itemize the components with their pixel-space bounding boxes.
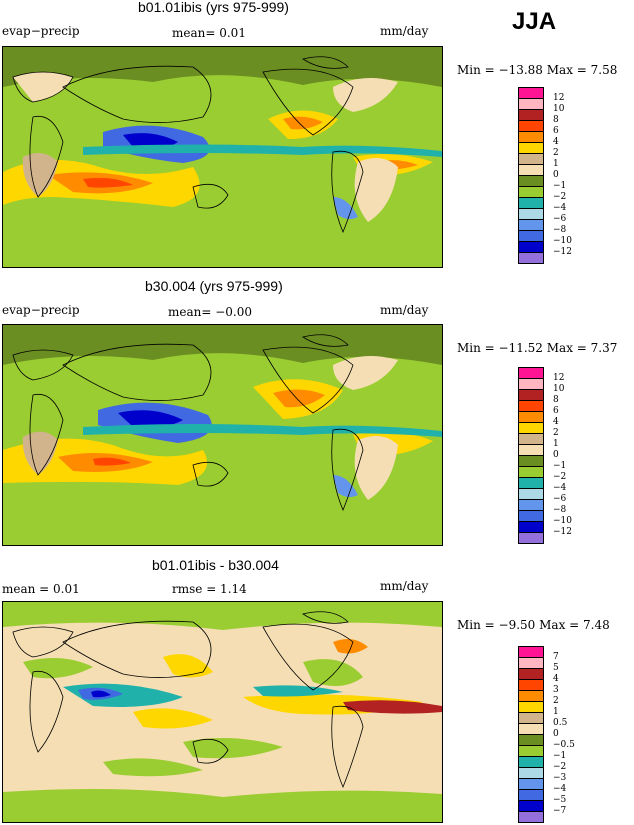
panel3-range: Min = −9.50 Max = 7.48 xyxy=(457,618,610,632)
colorbar-level-label: −8 xyxy=(553,505,567,515)
colorbar-level-label: −10 xyxy=(553,516,572,526)
colorbar-level-label: 12 xyxy=(553,373,565,383)
colorbar-level-label: 12 xyxy=(553,93,565,103)
panel3-title: b01.01ibis - b30.004 xyxy=(152,557,279,573)
colorbar-level-label: −10 xyxy=(553,236,572,246)
colorbar-level-label: 1 xyxy=(553,439,559,449)
colorbar-level-label: 2 xyxy=(553,696,559,706)
colorbar-level-label: 8 xyxy=(553,395,559,405)
colorbar-level-label: −4 xyxy=(553,483,567,493)
panel1-stat: mean= 0.01 xyxy=(172,26,246,40)
colorbar-level-label: 4 xyxy=(553,137,559,147)
colorbar-level-label: 0 xyxy=(553,170,559,180)
colorbar-level-label: 4 xyxy=(553,674,559,684)
colorbar-level-label: −8 xyxy=(553,225,567,235)
panel2-units: mm/day xyxy=(380,303,429,317)
colorbar-level-label: −2 xyxy=(553,192,567,202)
colorbar-level-label: 0.5 xyxy=(553,718,568,728)
panel3-map-svg xyxy=(3,602,442,822)
colorbar-level-label: 1 xyxy=(553,707,559,717)
colorbar-level-label: 0 xyxy=(553,729,559,739)
panel3-colorbar xyxy=(518,646,544,823)
panel1-left-label: evap−precip xyxy=(2,24,80,38)
colorbar-level-label: −2 xyxy=(553,472,567,482)
colorbar-level-label: −7 xyxy=(553,806,567,816)
panel3-units: mm/day xyxy=(380,579,429,593)
panel2-title: b30.004 (yrs 975-999) xyxy=(145,278,283,294)
panel2-range: Min = −11.52 Max = 7.37 xyxy=(457,341,618,355)
colorbar-level-label: 5 xyxy=(553,663,559,673)
colorbar-level-label: 4 xyxy=(553,417,559,427)
colorbar-level-label: 1 xyxy=(553,159,559,169)
colorbar-level-label: −12 xyxy=(553,247,572,257)
panel1-map xyxy=(2,46,443,268)
colorbar-level-label: 6 xyxy=(553,126,559,136)
panel2-stat: mean= −0.00 xyxy=(168,305,253,319)
colorbar-level-label: −6 xyxy=(553,494,567,504)
colorbar-level-label: −1 xyxy=(553,751,567,761)
colorbar-level-label: −2 xyxy=(553,762,567,772)
colorbar-level-label: −4 xyxy=(553,203,567,213)
colorbar-level-label: −3 xyxy=(553,773,567,783)
panel2-colorbar xyxy=(518,367,544,544)
colorbar-swatch xyxy=(518,811,544,823)
panel3-left-label: mean = 0.01 xyxy=(2,582,80,596)
panel2-map-svg xyxy=(3,325,442,545)
colorbar-swatch xyxy=(518,252,544,264)
colorbar-swatch xyxy=(518,532,544,544)
colorbar-level-label: 3 xyxy=(553,685,559,695)
panel2-map xyxy=(2,324,443,546)
colorbar-level-label: −12 xyxy=(553,527,572,537)
panel1-units: mm/day xyxy=(380,24,429,38)
colorbar-level-label: 8 xyxy=(553,115,559,125)
panel1-title: b01.01ibis (yrs 975-999) xyxy=(138,0,289,15)
panel1-colorbar xyxy=(518,87,544,264)
colorbar-level-label: −1 xyxy=(553,181,567,191)
panel1-range: Min = −13.88 Max = 7.58 xyxy=(457,63,618,77)
colorbar-level-label: 2 xyxy=(553,428,559,438)
panel1-map-svg xyxy=(3,47,442,267)
colorbar-level-label: −5 xyxy=(553,795,567,805)
colorbar-level-label: −4 xyxy=(553,784,567,794)
colorbar-level-label: −6 xyxy=(553,214,567,224)
colorbar-level-label: −0.5 xyxy=(553,740,575,750)
colorbar-level-label: 7 xyxy=(553,652,559,662)
panel2-left-label: evap−precip xyxy=(2,303,80,317)
panel3-map xyxy=(2,601,443,823)
season-label: JJA xyxy=(512,8,557,35)
colorbar-level-label: 10 xyxy=(553,384,565,394)
colorbar-level-label: 0 xyxy=(553,450,559,460)
colorbar-level-label: 10 xyxy=(553,104,565,114)
colorbar-level-label: −1 xyxy=(553,461,567,471)
colorbar-level-label: 2 xyxy=(553,148,559,158)
colorbar-level-label: 6 xyxy=(553,406,559,416)
panel3-stat: rmse = 1.14 xyxy=(172,582,247,596)
